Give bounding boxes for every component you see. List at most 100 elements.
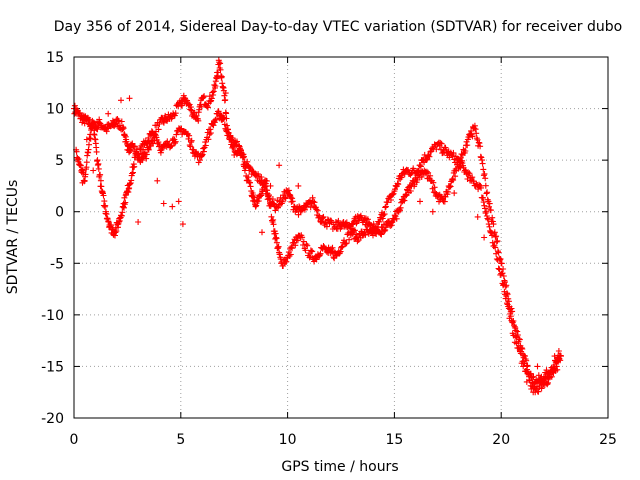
track-a-marker <box>210 92 217 98</box>
track-b-marker <box>478 154 485 161</box>
scattered-marker <box>135 219 142 225</box>
track-b-marker <box>407 188 414 194</box>
track-b-marker <box>447 183 454 190</box>
track-a-marker <box>509 319 516 325</box>
track-b-marker <box>471 122 478 129</box>
track-b-marker <box>489 218 496 225</box>
track-b-marker <box>206 131 213 138</box>
track-b-marker <box>197 157 203 164</box>
track-b-marker <box>493 238 500 245</box>
track-b-marker <box>236 143 243 150</box>
track-b-marker <box>164 138 171 145</box>
track-b-marker <box>207 130 214 136</box>
track-b-marker <box>119 209 126 216</box>
track-b-marker <box>500 266 507 272</box>
track-a-marker <box>390 190 397 197</box>
track-b-marker <box>364 216 371 223</box>
track-a-marker <box>116 122 123 129</box>
track-b-marker <box>323 223 330 230</box>
track-b-marker <box>289 198 296 205</box>
track-b-marker <box>335 217 342 224</box>
track-b-marker <box>310 198 317 205</box>
track-b-marker <box>261 182 268 189</box>
track-b-marker <box>402 191 409 198</box>
track-b-marker <box>500 273 507 279</box>
track-b-marker <box>272 207 279 214</box>
track-a-marker <box>489 239 496 246</box>
track-b-marker <box>486 200 493 207</box>
track-b-marker <box>431 184 438 191</box>
track-b-marker <box>145 146 152 153</box>
track-b-marker <box>397 204 404 211</box>
track-b-marker <box>486 203 492 210</box>
track-b-marker <box>285 187 292 194</box>
track-a-marker <box>160 119 167 126</box>
track-a-marker <box>118 118 125 125</box>
track-b-marker <box>73 148 80 155</box>
track-b-marker <box>100 192 107 199</box>
track-a-marker <box>482 210 489 217</box>
scattered-marker <box>154 177 161 184</box>
track-b-marker <box>542 375 549 381</box>
track-b-marker <box>108 222 115 229</box>
track-b-marker <box>241 153 247 160</box>
track-b-marker <box>393 215 400 222</box>
x-tick-labels: 0 5 10 15 20 25 <box>70 432 617 448</box>
track-b-marker <box>523 357 530 364</box>
track-b-marker <box>210 122 217 129</box>
track-b-marker <box>279 198 286 205</box>
track-b-marker <box>525 371 532 378</box>
track-b-marker <box>514 332 521 338</box>
track-a-marker <box>316 252 323 259</box>
track-a-marker <box>382 204 389 211</box>
track-b-marker <box>469 133 476 140</box>
track-a-marker <box>480 199 487 206</box>
track-b-marker <box>487 207 494 214</box>
x-tick-label: 25 <box>599 432 617 448</box>
scattered-marker <box>169 203 176 210</box>
track-b-marker <box>509 308 516 315</box>
track-b-marker <box>391 212 398 219</box>
track-b-marker <box>86 141 92 148</box>
track-a-marker <box>381 211 388 218</box>
scattered-marker <box>126 95 133 102</box>
track-b-marker <box>370 220 377 227</box>
track-b-marker <box>170 135 177 142</box>
track-a-marker <box>217 60 224 67</box>
scattered-marker <box>523 378 530 385</box>
track-a-marker <box>485 216 492 223</box>
track-a-marker <box>558 353 564 360</box>
track-b-marker <box>311 199 318 206</box>
scattered-marker <box>286 193 293 200</box>
track-a-marker <box>272 235 279 242</box>
scattered-marker <box>551 353 558 360</box>
track-a-marker <box>349 230 356 237</box>
track-b-marker <box>314 207 321 214</box>
track-b-marker <box>474 136 481 143</box>
track-a-marker <box>307 247 314 254</box>
track-b-marker <box>555 352 562 359</box>
track-b-marker <box>427 172 434 179</box>
track-b-marker <box>282 195 289 202</box>
track-a-marker <box>343 240 350 247</box>
scattered-marker <box>417 198 423 205</box>
track-b-marker <box>343 219 350 226</box>
track-a-marker <box>417 163 424 170</box>
track-b-marker <box>452 173 459 180</box>
grid-lines <box>74 57 608 418</box>
track-b-marker <box>553 359 560 366</box>
track-b-marker <box>354 218 360 225</box>
track-b-marker <box>446 182 453 189</box>
track-a-marker <box>438 140 445 147</box>
track-a-marker <box>530 373 537 380</box>
scattered-marker <box>83 136 90 143</box>
track-a-marker <box>379 215 386 222</box>
x-axis-label: GPS time / hours <box>281 459 398 475</box>
track-b-marker <box>435 192 442 199</box>
track-a-marker <box>186 101 193 108</box>
y-tick-label: -20 <box>41 411 64 427</box>
track-a-marker <box>338 244 345 251</box>
scattered-marker <box>222 90 229 97</box>
track-b-marker <box>287 194 294 201</box>
track-a-marker <box>103 128 110 135</box>
